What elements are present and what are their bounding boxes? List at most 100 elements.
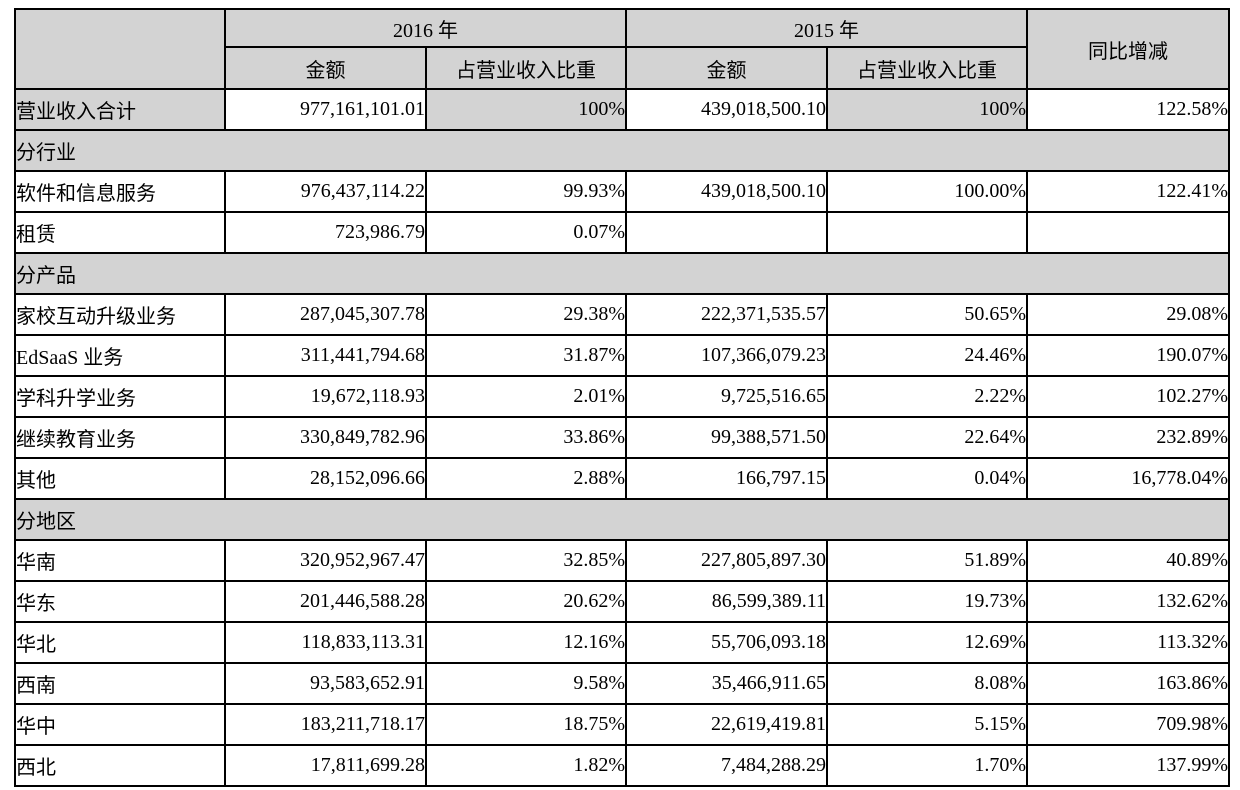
yoy-cell: 232.89% [1026, 416, 1230, 459]
row-label-cell: 租赁 [14, 211, 226, 254]
yoy-cell: 137.99% [1026, 744, 1230, 787]
share-2016-cell: 20.62% [425, 580, 627, 623]
yoy-cell: 29.08% [1026, 293, 1230, 336]
share-2015-cell: 19.73% [826, 580, 1028, 623]
row-label-cell: 软件和信息服务 [14, 170, 226, 213]
share-2015-cell: 0.04% [826, 457, 1028, 500]
section-label: 分地区 [14, 498, 1230, 541]
amount-2015-cell: 99,388,571.50 [625, 416, 828, 459]
share-2016-cell: 9.58% [425, 662, 627, 705]
share-2016-header: 占营业收入比重 [425, 46, 627, 90]
row-label-cell: 继续教育业务 [14, 416, 226, 459]
year-2016-header: 2016 年 [224, 8, 627, 48]
yoy-header: 同比增减 [1026, 8, 1230, 90]
amount-2016-cell: 17,811,699.28 [224, 744, 427, 787]
share-2015-cell: 100% [826, 88, 1028, 131]
amount-2016-cell: 93,583,652.91 [224, 662, 427, 705]
amount-2015-cell: 107,366,079.23 [625, 334, 828, 377]
yoy-cell: 190.07% [1026, 334, 1230, 377]
yoy-cell: 40.89% [1026, 539, 1230, 582]
share-2015-cell: 24.46% [826, 334, 1028, 377]
share-2016-cell: 18.75% [425, 703, 627, 746]
amount-2015-header: 金额 [625, 46, 828, 90]
header-row-years: 2016 年 2015 年 同比增减 [14, 8, 1230, 90]
share-2015-header: 占营业收入比重 [826, 46, 1028, 90]
table-row: 华南 320,952,967.47 32.85% 227,805,897.30 51.8… [14, 539, 1230, 582]
table-row: 西北 17,811,699.28 1.82% 7,484,288.29 1.70% 137… [14, 744, 1230, 787]
share-2015-cell: 50.65% [826, 293, 1028, 336]
yoy-cell [1026, 211, 1230, 254]
amount-2016-cell: 311,441,794.68 [224, 334, 427, 377]
table-row: 华中 183,211,718.17 18.75% 22,619,419.81 5.15%… [14, 703, 1230, 746]
header-row-measures: 金额 占营业收入比重 金额 占营业收入比重 [15, 46, 1229, 90]
amount-2015-cell: 55,706,093.18 [625, 621, 828, 664]
amount-2016-cell: 330,849,782.96 [224, 416, 427, 459]
share-2015-cell: 8.08% [826, 662, 1028, 705]
row-label-cell: 华中 [14, 703, 226, 746]
row-label-cell: 西北 [14, 744, 226, 787]
section-row: 分产品 [14, 252, 1230, 295]
section-row: 分行业 [14, 129, 1230, 172]
section-row: 分地区 [14, 498, 1230, 541]
amount-2015-cell: 86,599,389.11 [625, 580, 828, 623]
yoy-cell: 709.98% [1026, 703, 1230, 746]
share-2015-cell [826, 211, 1028, 254]
share-2016-cell: 12.16% [425, 621, 627, 664]
row-label-cell: 华东 [14, 580, 226, 623]
table-header: 2016 年 2015 年 同比增减 金额 占营业收入比重 金额 占营业收入比重 [14, 8, 1230, 90]
share-2015-cell: 51.89% [826, 539, 1028, 582]
amount-2016-header: 金额 [224, 46, 427, 90]
table-row: 软件和信息服务 976,437,114.22 99.93% 439,018,500.1… [14, 170, 1230, 213]
amount-2015-cell: 166,797.15 [625, 457, 828, 500]
yoy-cell: 113.32% [1026, 621, 1230, 664]
row-label-cell: 华南 [14, 539, 226, 582]
row-label-cell: 西南 [14, 662, 226, 705]
amount-2015-cell: 227,805,897.30 [625, 539, 828, 582]
share-2016-cell: 0.07% [425, 211, 627, 254]
table-row: 家校互动升级业务 287,045,307.78 29.38% 222,371,535.… [14, 293, 1230, 336]
amount-2015-cell: 222,371,535.57 [625, 293, 828, 336]
table-row: 租赁 723,986.79 0.07% [14, 211, 1230, 254]
row-label-cell: 华北 [14, 621, 226, 664]
share-2016-cell: 32.85% [425, 539, 627, 582]
share-2015-cell: 100.00% [826, 170, 1028, 213]
row-label-cell: 营业收入合计 [14, 88, 226, 131]
row-label-cell: 学科升学业务 [14, 375, 226, 418]
amount-2016-cell: 320,952,967.47 [224, 539, 427, 582]
table-row: 西南 93,583,652.91 9.58% 35,466,911.65 8.08% 16… [14, 662, 1230, 705]
table-row: 学科升学业务 19,672,118.93 2.01% 9,725,516.65 2.22… [14, 375, 1230, 418]
yoy-cell: 163.86% [1026, 662, 1230, 705]
yoy-cell: 102.27% [1026, 375, 1230, 418]
table-row: 继续教育业务 330,849,782.96 33.86% 99,388,571.50 2… [14, 416, 1230, 459]
amount-2016-cell: 183,211,718.17 [224, 703, 427, 746]
amount-2016-cell: 118,833,113.31 [224, 621, 427, 664]
amount-2016-cell: 287,045,307.78 [224, 293, 427, 336]
amount-2016-cell: 28,152,096.66 [224, 457, 427, 500]
share-2016-cell: 2.88% [425, 457, 627, 500]
amount-2016-cell: 977,161,101.01 [224, 88, 427, 131]
share-2016-cell: 99.93% [425, 170, 627, 213]
table-row: 其他 28,152,096.66 2.88% 166,797.15 0.04% 16,77… [14, 457, 1230, 500]
amount-2016-cell: 201,446,588.28 [224, 580, 427, 623]
amount-2016-cell: 19,672,118.93 [224, 375, 427, 418]
yoy-cell: 132.62% [1026, 580, 1230, 623]
share-2016-cell: 33.86% [425, 416, 627, 459]
share-2015-cell: 2.22% [826, 375, 1028, 418]
share-2015-cell: 5.15% [826, 703, 1028, 746]
amount-2015-cell: 35,466,911.65 [625, 662, 828, 705]
share-2016-cell: 29.38% [425, 293, 627, 336]
amount-2015-cell [625, 211, 828, 254]
table-row: 华东 201,446,588.28 20.62% 86,599,389.11 19.73… [14, 580, 1230, 623]
row-label-cell: EdSaaS 业务 [14, 334, 226, 377]
section-label: 分产品 [14, 252, 1230, 295]
amount-2015-cell: 22,619,419.81 [625, 703, 828, 746]
yoy-cell: 16,778.04% [1026, 457, 1230, 500]
share-2016-cell: 1.82% [425, 744, 627, 787]
year-2015-header: 2015 年 [625, 8, 1028, 48]
section-label: 分行业 [14, 129, 1230, 172]
share-2015-cell: 22.64% [826, 416, 1028, 459]
corner-cell [14, 8, 226, 90]
revenue-breakdown-table: 2016 年 2015 年 同比增减 金额 占营业收入比重 金额 占营业收入比重… [14, 8, 1230, 787]
amount-2016-cell: 976,437,114.22 [224, 170, 427, 213]
